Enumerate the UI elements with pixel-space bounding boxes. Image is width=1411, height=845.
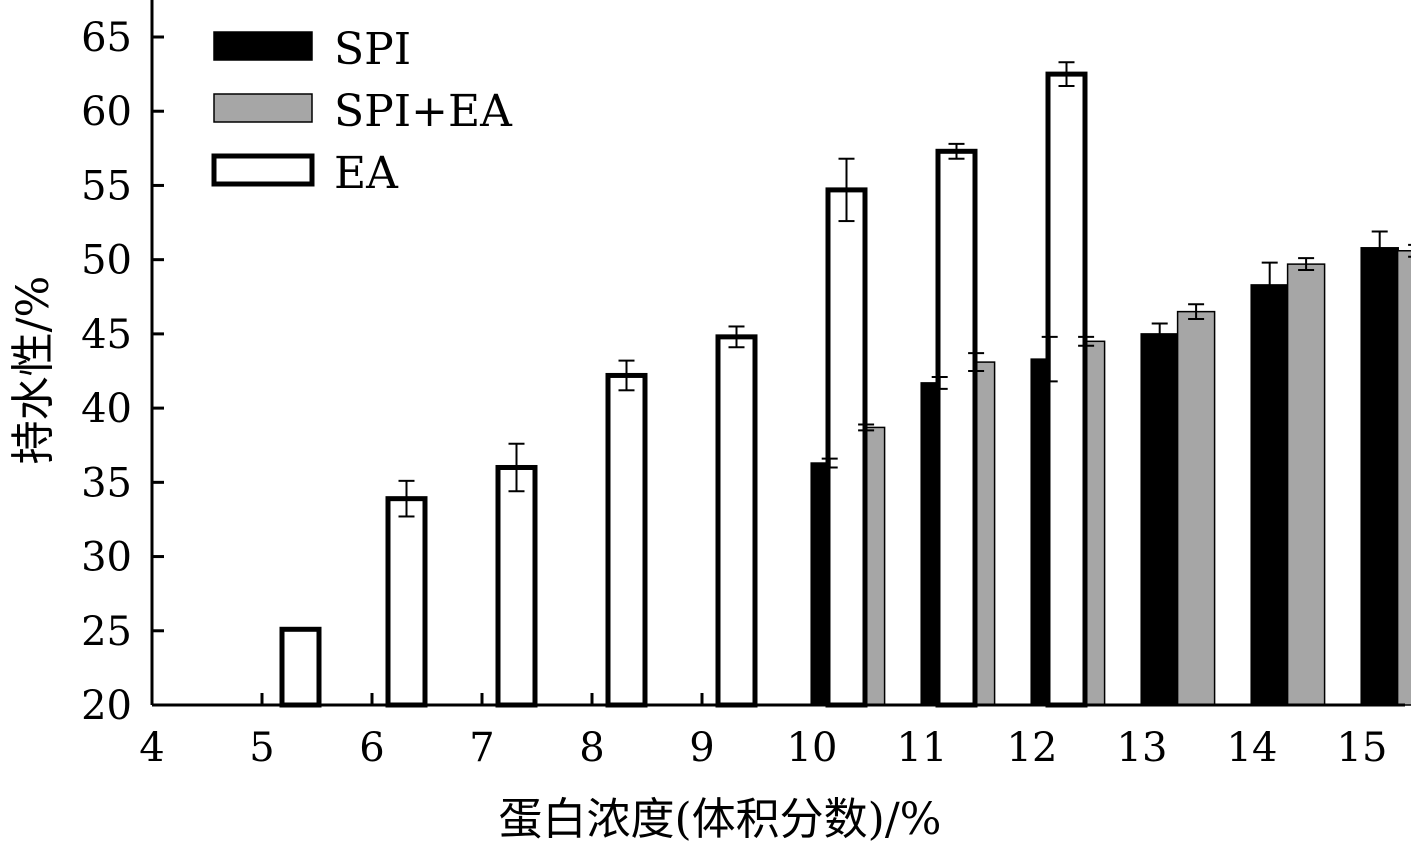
x-tick-label: 14	[1227, 725, 1278, 771]
x-tick-label: 11	[897, 725, 948, 771]
y-tick-label: 60	[81, 89, 132, 135]
x-tick-label: 13	[1117, 725, 1168, 771]
x-tick-label: 15	[1337, 725, 1388, 771]
bar-ea	[935, 148, 978, 708]
y-tick-label: 65	[81, 15, 132, 61]
x-axis-title: 蛋白浓度(体积分数)/%	[499, 794, 942, 845]
legend-swatch-spi-plus-ea	[213, 93, 313, 123]
x-tick-label: 9	[689, 725, 714, 771]
bar-spi-plus-ea	[1176, 310, 1216, 706]
y-tick-label: 30	[81, 535, 132, 581]
x-tick-label: 4	[139, 725, 164, 771]
y-tick-label: 20	[81, 683, 132, 729]
bar-ea	[385, 496, 428, 708]
legend-label-spi-plus-ea: SPI+EA	[334, 86, 513, 137]
y-axis-title: 持水性/%	[8, 276, 59, 465]
y-tick-label: 50	[81, 238, 132, 284]
bar-spi	[1140, 333, 1179, 706]
y-tick-label: 25	[81, 609, 132, 655]
y-tick-label: 35	[81, 460, 132, 506]
legend-label-spi: SPI	[334, 24, 411, 75]
x-tick-label: 6	[359, 725, 384, 771]
bar-spi	[1250, 284, 1289, 706]
y-tick-label: 45	[81, 312, 132, 358]
error-bars-layer	[398, 61, 1411, 518]
bar-spi-plus-ea	[1396, 250, 1411, 706]
x-tick-label: 5	[249, 725, 274, 771]
x-tick-label: 8	[579, 725, 604, 771]
bar-spi-plus-ea	[1286, 263, 1326, 706]
y-tick-label: 40	[81, 386, 132, 432]
bars-layer	[279, 71, 1411, 708]
legend-swatch-ea	[211, 153, 315, 187]
legend-label-ea: EA	[334, 148, 399, 199]
bar-ea	[279, 626, 322, 708]
x-tick-label: 10	[787, 725, 838, 771]
bar-spi	[1360, 247, 1399, 706]
bar-ea	[1045, 71, 1088, 708]
legend: SPI SPI+EA EA	[211, 24, 513, 199]
bar-ea	[495, 464, 538, 708]
bar-ea	[825, 187, 868, 708]
y-tick-label: 55	[81, 163, 132, 209]
legend-swatch-spi	[213, 31, 313, 61]
bar-ea	[605, 372, 648, 708]
x-tick-label: 12	[1007, 725, 1058, 771]
bar-ea	[715, 334, 758, 708]
x-tick-label: 7	[469, 725, 494, 771]
